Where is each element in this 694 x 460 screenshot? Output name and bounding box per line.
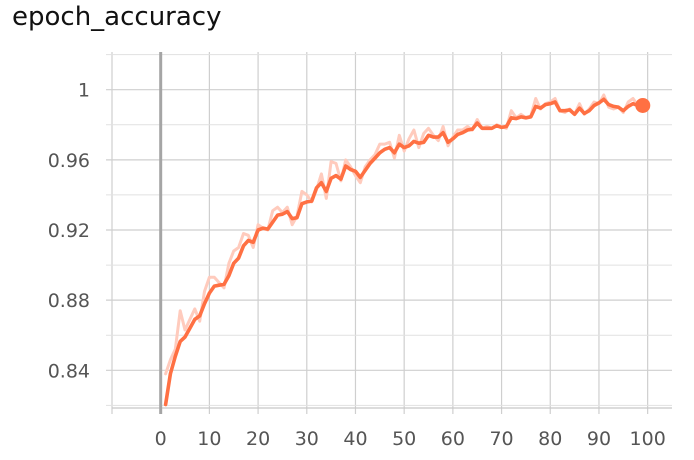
- x-tick-label: 10: [197, 428, 221, 450]
- x-tick-label: 30: [295, 428, 319, 450]
- axis-layer: [112, 52, 672, 414]
- x-tick-label: 50: [392, 428, 416, 450]
- x-tick-label: 20: [246, 428, 270, 450]
- y-tick-label: 0.84: [48, 360, 90, 382]
- x-tick-label: 100: [630, 428, 666, 450]
- x-tick-label: 60: [441, 428, 465, 450]
- grid-layer: [106, 52, 672, 414]
- y-tick-label: 1: [78, 80, 90, 102]
- x-tick-label: 80: [538, 428, 562, 450]
- chart-title: epoch_accuracy: [12, 2, 222, 32]
- x-tick-label: 90: [587, 428, 611, 450]
- last-point-marker: [635, 97, 651, 113]
- y-tick-label: 0.96: [48, 150, 90, 172]
- series-layer: [163, 93, 651, 407]
- x-tick-label: 70: [489, 428, 513, 450]
- y-tick-label: 0.92: [48, 220, 90, 242]
- series-smoothed-line: [163, 97, 645, 407]
- x-tick-label: 0: [155, 428, 167, 450]
- x-tick-label: 40: [343, 428, 367, 450]
- y-tick-label: 0.88: [48, 290, 90, 312]
